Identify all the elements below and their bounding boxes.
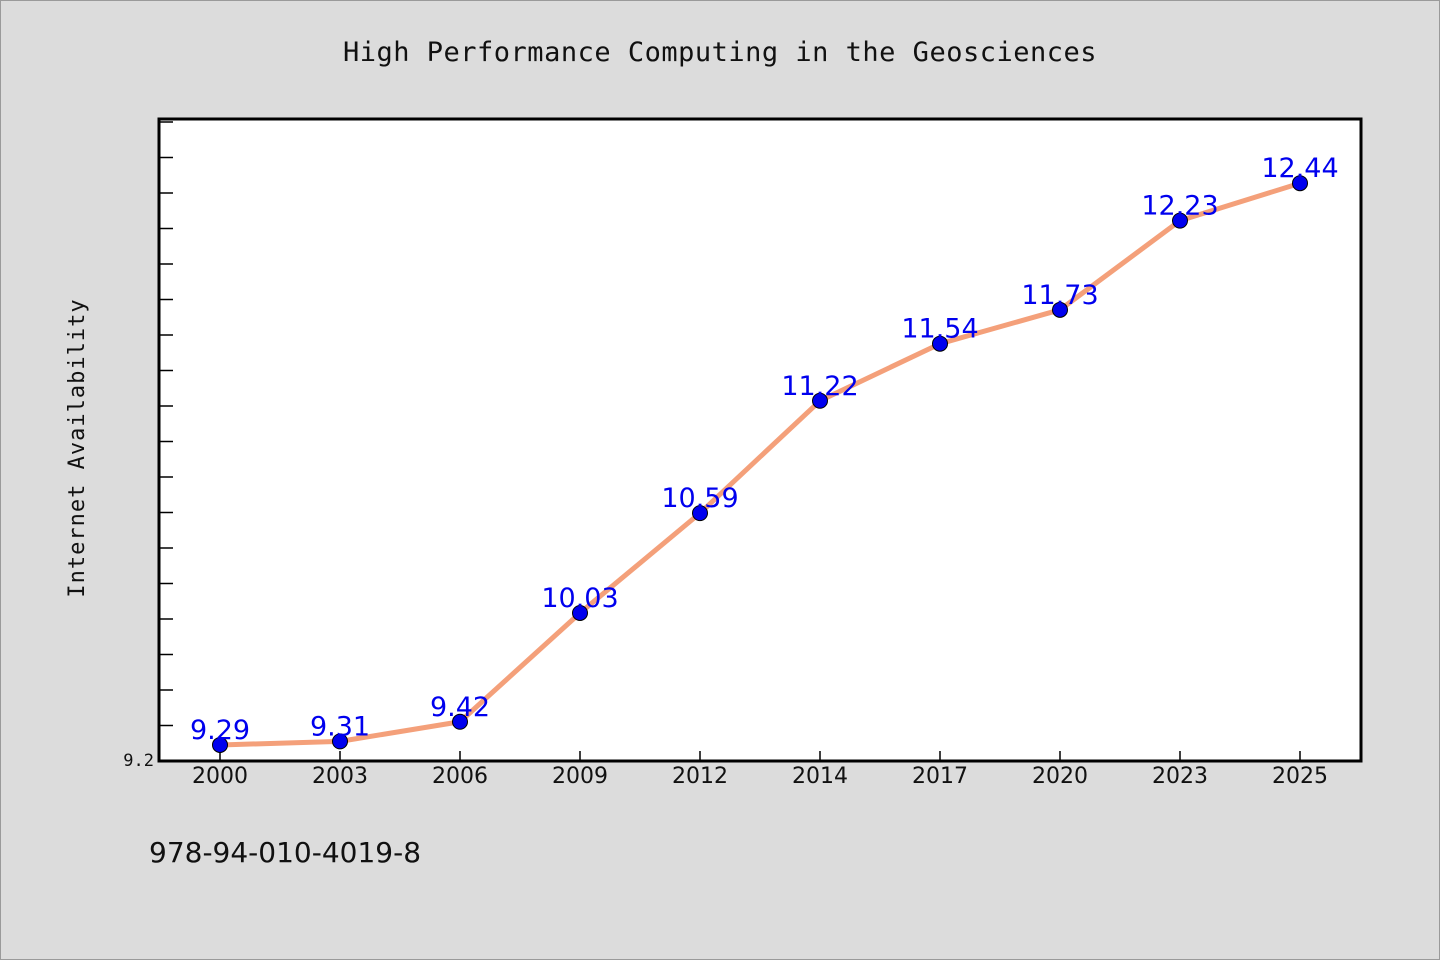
x-tick-label: 2009	[552, 764, 608, 789]
data-labels: 9.29 9.31 9.42 10.03 10.59 11.22 11.54 11.73 12.…	[190, 153, 1339, 746]
data-point	[332, 733, 348, 750]
series-points	[212, 175, 1308, 753]
data-point	[1172, 212, 1188, 229]
y-tick-label: 9.2	[123, 751, 154, 771]
y-tick-labels: 9.2	[123, 751, 154, 771]
plot-area	[157, 117, 1363, 763]
data-point	[692, 505, 708, 522]
x-tick-labels: 2000 2003 2006 2009 2012 2014 2017 2020 2023 2025	[192, 764, 1328, 789]
data-point	[212, 736, 228, 753]
x-tick-label: 2000	[192, 764, 248, 789]
data-label: 12.44	[1261, 153, 1338, 184]
data-label: 9.29	[190, 715, 250, 746]
x-tick-label: 2006	[432, 764, 488, 789]
y-minor-ticks	[159, 121, 173, 762]
chart-title: High Performance Computing in the Geosci…	[343, 37, 1097, 68]
data-point	[572, 604, 588, 621]
x-tick-label: 2012	[672, 764, 728, 789]
data-label: 9.31	[310, 711, 370, 742]
data-label: 10.59	[661, 483, 738, 514]
data-point	[812, 392, 828, 409]
data-point	[1052, 301, 1068, 318]
footer-text: 978-94-010-4019-8	[149, 836, 421, 869]
data-label: 9.42	[430, 692, 490, 723]
x-tick-label: 2020	[1032, 764, 1088, 789]
series-line	[217, 180, 1303, 748]
data-label: 11.54	[901, 314, 978, 345]
series-lines	[217, 180, 1303, 748]
data-point	[452, 713, 468, 730]
x-ticks	[219, 751, 1301, 761]
data-label: 11.73	[1021, 280, 1098, 311]
data-label: 12.23	[1141, 191, 1218, 222]
x-tick-label: 2014	[792, 764, 848, 789]
y-axis-label: Internet Availability	[65, 298, 90, 597]
data-point	[932, 335, 948, 352]
x-tick-label: 2025	[1272, 764, 1328, 789]
data-point	[1292, 175, 1308, 192]
data-label: 10.03	[541, 583, 618, 614]
x-tick-label: 2017	[912, 764, 968, 789]
x-tick-label: 2003	[312, 764, 368, 789]
data-label: 11.22	[781, 371, 858, 402]
x-tick-label: 2023	[1152, 764, 1208, 789]
